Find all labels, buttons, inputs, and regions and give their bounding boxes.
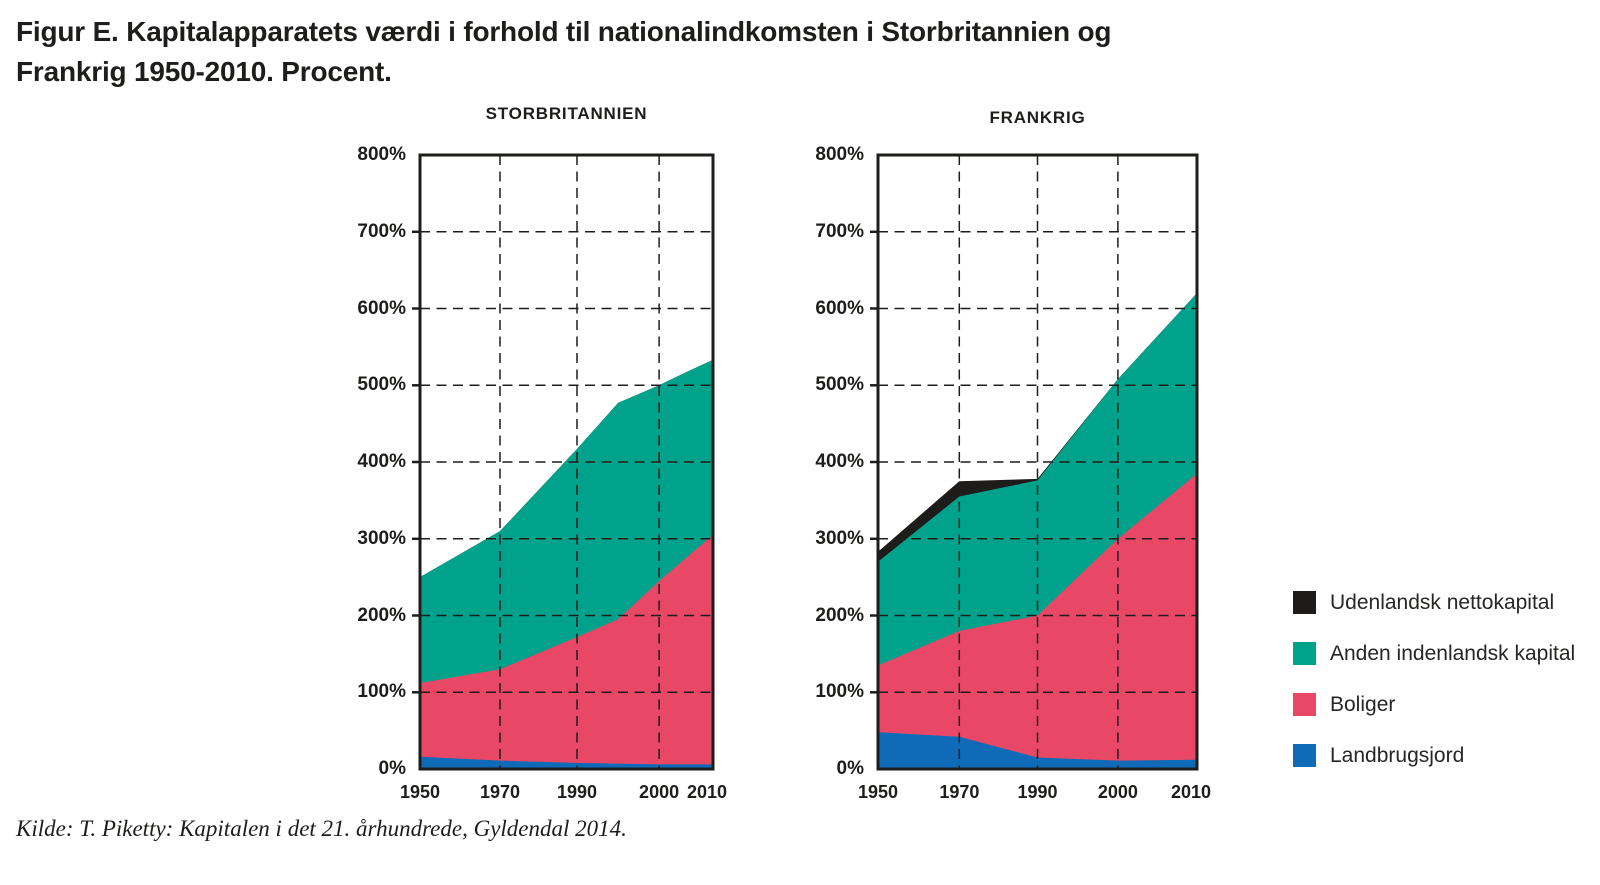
y-axis-label: 700% — [815, 220, 864, 242]
y-axis-label: 700% — [357, 220, 406, 242]
x-axis-label: 2010 — [686, 782, 728, 802]
chart-title-frankrig: FRANKRIG — [989, 108, 1086, 127]
legend-swatch-anden — [1293, 642, 1316, 665]
x-axis-label: 1970 — [479, 782, 521, 802]
y-axis-label: 100% — [815, 681, 864, 703]
x-axis-label: 1990 — [1017, 782, 1058, 802]
y-axis-label: 500% — [357, 374, 406, 396]
y-axis-label: 200% — [357, 604, 406, 626]
x-axis-label: 1970 — [939, 782, 980, 802]
y-axis-label: 0% — [836, 758, 864, 779]
plot-border — [418, 153, 715, 771]
y-axis-label: 200% — [815, 604, 864, 626]
y-axis-label: 600% — [357, 297, 406, 319]
y-axis-label: 800% — [357, 144, 406, 165]
area-landbrugsjord — [878, 732, 1197, 769]
x-axis-label: 2000 — [639, 782, 680, 802]
y-axis-label: 300% — [815, 527, 864, 549]
x-axis-label: 1950 — [399, 782, 441, 802]
chart-title-storbritannien: STORBRITANNIEN — [485, 104, 648, 123]
legend-label: Udenlandsk nettokapital — [1330, 590, 1555, 614]
plot-border — [876, 153, 1199, 771]
legend-label: Landbrugsjord — [1330, 743, 1465, 767]
legend-item: Anden indenlandsk kapital — [1293, 642, 1575, 665]
y-axis-label: 500% — [815, 374, 864, 396]
legend-label: Boliger — [1330, 692, 1396, 716]
source-citation: Kilde: T. Piketty: Kapitalen i det 21. å… — [16, 816, 627, 841]
legend-swatch-landbrugsjord — [1293, 744, 1316, 767]
x-axis-label: 1990 — [557, 782, 598, 802]
area-boliger — [420, 534, 713, 769]
legend-label: Anden indenlandsk kapital — [1330, 641, 1576, 665]
area-landbrugsjord — [420, 756, 713, 769]
y-axis-label: 400% — [815, 451, 864, 472]
legend-item: Boliger — [1293, 693, 1575, 716]
y-axis-label: 400% — [357, 451, 406, 472]
uk-chart-plot — [412, 153, 715, 771]
y-axis-label: 300% — [357, 527, 406, 549]
y-axis-label: 600% — [815, 297, 864, 319]
legend-swatch-udenlandsk — [1293, 591, 1316, 614]
legend-item: Landbrugsjord — [1293, 744, 1575, 767]
y-axis-label: 800% — [815, 144, 864, 165]
chart-svg — [870, 153, 1199, 771]
x-axis-label: 2010 — [1170, 782, 1212, 802]
y-axis-label: 100% — [357, 681, 406, 703]
x-axis-label: 1950 — [857, 782, 899, 802]
france-chart-plot — [870, 153, 1199, 771]
x-axis-label: 2000 — [1097, 782, 1138, 802]
legend-swatch-boliger — [1293, 693, 1316, 716]
y-axis-label: 0% — [378, 758, 406, 779]
figure-title: Figur E. Kapitalapparatets værdi i forho… — [16, 16, 1112, 87]
legend-item: Udenlandsk nettokapital — [1293, 591, 1575, 614]
chart-svg — [412, 153, 715, 771]
legend: Udenlandsk nettokapital Anden indenlandsk… — [1293, 591, 1575, 795]
